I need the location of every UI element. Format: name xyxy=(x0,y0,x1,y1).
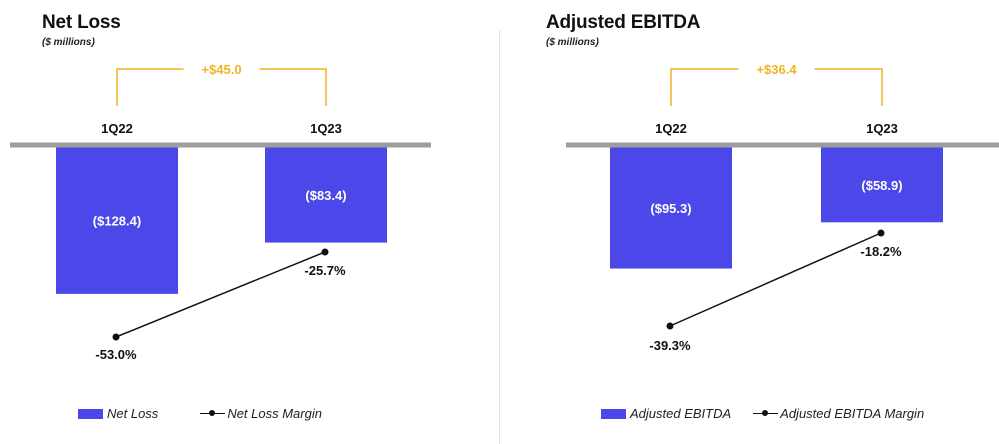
chart-title: Net Loss xyxy=(42,12,121,33)
legend-line-label: Adjusted EBITDA Margin xyxy=(780,406,925,421)
bar-value-label: ($128.4) xyxy=(93,214,141,229)
net-loss-panel: Net Loss ($ millions) +$45.0 1Q22 ($128.4)… xyxy=(0,0,499,444)
bar-value-label: ($95.3) xyxy=(650,201,691,216)
legend-bar-swatch xyxy=(78,408,103,419)
legend-bar-swatch xyxy=(601,408,626,419)
category-label: 1Q22 xyxy=(101,121,133,136)
bar xyxy=(610,147,732,269)
margin-point xyxy=(112,333,120,341)
adjusted-ebitda-chart: +$36.4 1Q22 ($95.3) 1Q23 ($58.9) -39.3% -18.2% xyxy=(566,62,999,353)
margin-label: -39.3% xyxy=(649,338,691,353)
margin-label: -18.2% xyxy=(860,244,902,259)
net-loss-chart: +$45.0 1Q22 ($128.4) 1Q23 ($83.4) -53.0% -25.7… xyxy=(10,62,431,362)
margin-point xyxy=(877,229,885,237)
category-label: 1Q23 xyxy=(866,121,898,136)
margin-series-line xyxy=(669,232,882,327)
category-label: 1Q22 xyxy=(655,121,687,136)
change-bracket-left xyxy=(116,68,184,106)
chart-subtitle: ($ millions) xyxy=(42,37,95,48)
chart-subtitle: ($ millions) xyxy=(546,37,599,48)
change-bracket-right xyxy=(259,68,327,106)
legend-bar-label: Net Loss xyxy=(107,406,159,421)
chart-legend: Adjusted EBITDA Adjusted EBITDA Margin xyxy=(601,406,924,421)
change-bracket-right xyxy=(814,68,883,106)
category-label: 1Q23 xyxy=(310,121,342,136)
bar xyxy=(821,147,943,223)
panel-divider xyxy=(499,30,500,444)
adjusted-ebitda-panel: Adjusted EBITDA ($ millions) +$36.4 1Q22 (… xyxy=(500,0,999,444)
margin-point xyxy=(321,248,329,256)
margin-label: -53.0% xyxy=(95,347,137,362)
margin-label: -25.7% xyxy=(304,263,346,278)
change-label: +$45.0 xyxy=(201,62,241,77)
bar-value-label: ($58.9) xyxy=(861,178,902,193)
legend-line-swatch xyxy=(753,409,779,419)
chart-title: Adjusted EBITDA xyxy=(546,12,701,33)
bar xyxy=(265,147,387,243)
margin-series-line xyxy=(115,251,326,338)
change-bracket-left xyxy=(670,68,739,106)
legend-line-label: Net Loss Margin xyxy=(227,406,322,421)
chart-legend: Net Loss Net Loss Margin xyxy=(78,406,322,421)
margin-point xyxy=(666,322,674,330)
legend-line-swatch xyxy=(200,409,226,419)
bar-value-label: ($83.4) xyxy=(305,188,346,203)
bar xyxy=(56,147,178,294)
legend-bar-label: Adjusted EBITDA xyxy=(630,406,732,421)
change-label: +$36.4 xyxy=(756,62,797,77)
